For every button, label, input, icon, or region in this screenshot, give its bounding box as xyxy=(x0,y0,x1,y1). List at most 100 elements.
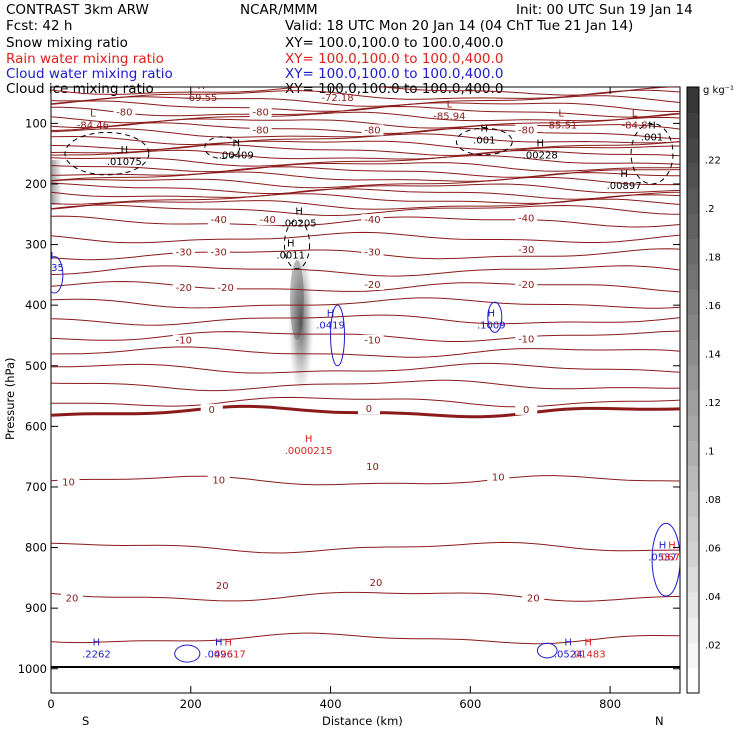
isotherm-label: -40 xyxy=(518,213,534,224)
isotherm-line xyxy=(51,346,680,358)
colorbar-frame xyxy=(686,86,700,694)
isotherm-label: 20 xyxy=(527,593,540,604)
temperature-extremum-value: -84.46 xyxy=(77,120,109,131)
y-tick-label: 100 xyxy=(25,116,47,130)
colorbar-swatch xyxy=(687,137,699,164)
isotherm-label-bg xyxy=(249,106,272,118)
cloud-water-max-value: .0496 xyxy=(204,649,233,660)
isotherm-label: -30 xyxy=(364,247,380,258)
temperature-extremum-mark: L xyxy=(90,108,96,119)
temperature-extremum-value: -72.18 xyxy=(321,93,353,104)
cloud-ice-max-value: .00205 xyxy=(282,219,317,230)
rain-max-mark: H xyxy=(668,540,676,551)
colorbar-tick-label: .2 xyxy=(705,204,715,215)
isotherm-line xyxy=(51,379,680,392)
isotherm-line xyxy=(51,111,680,124)
y-axis-label: Pressure (hPa) xyxy=(3,358,17,441)
isotherm-line xyxy=(51,149,680,160)
colorbar-tick-label: .12 xyxy=(705,398,721,409)
colorbar-swatch xyxy=(687,390,699,416)
isotherm-line xyxy=(51,198,680,210)
temperature-extremum-value: -85.94 xyxy=(433,111,465,122)
rain-max-mark: H xyxy=(584,637,592,648)
forecast-hour: Fcst: 42 h xyxy=(6,18,72,34)
rain-max-value: .0676 xyxy=(658,552,687,563)
temperature-extremum-value: -69.55 xyxy=(185,93,217,104)
cloud-water-max-value: .0537 xyxy=(648,552,677,563)
cloud-water-max-mark: H xyxy=(46,251,54,262)
rain-max-mark: H xyxy=(224,637,232,648)
cloud-water-max-value: .0419 xyxy=(316,320,345,331)
isotherm-label: -30 xyxy=(518,245,534,256)
colorbar-swatch xyxy=(687,289,699,315)
colorbar-tick-label: .08 xyxy=(705,495,721,506)
temperature-extremum-value: -85.51 xyxy=(545,120,577,131)
y-tick-label: 1000 xyxy=(18,662,47,676)
model-title: CONTRAST 3km ARW xyxy=(6,2,149,18)
isotherm-line xyxy=(51,541,680,554)
cloud-water-max-mark: H xyxy=(93,637,101,648)
isotherm-label: -10 xyxy=(518,335,534,346)
colorbar-swatch xyxy=(687,541,699,568)
isotherm-label-bg xyxy=(487,471,510,483)
colorbar-swatch xyxy=(687,314,699,340)
isotherm-label-bg xyxy=(172,282,195,294)
y-tick-label: 400 xyxy=(25,298,47,312)
colorbar-swatch xyxy=(687,213,699,239)
cloud-ice-max-value: .00897 xyxy=(607,181,642,192)
y-tick-label: 500 xyxy=(25,359,47,373)
y-tick-label: 300 xyxy=(25,238,47,252)
isotherm-line xyxy=(51,362,680,374)
isotherm-label-bg xyxy=(172,334,195,346)
cloud-ice-max-value: .01075 xyxy=(107,157,142,168)
cloud-ice-max-value: .0011 xyxy=(276,251,305,262)
isotherm-label: -80 xyxy=(252,125,268,136)
isotherm-label: 20 xyxy=(66,593,79,604)
isotherm-label-bg xyxy=(364,577,387,589)
isotherm-label-bg xyxy=(515,333,538,345)
cloud-water-max-value: .1009 xyxy=(477,320,506,331)
isotherm-line xyxy=(51,154,680,167)
end-label-north: N xyxy=(655,714,664,728)
cloud-water-max-value: .0524 xyxy=(554,649,583,660)
x-tick-label: 200 xyxy=(180,697,202,711)
isotherm-line xyxy=(51,265,680,277)
temperature-extremum-mark: H xyxy=(197,81,205,92)
colorbar-swatch xyxy=(687,592,699,618)
isotherm-label-bg xyxy=(361,334,384,346)
cloud-ice-max-value: .001 xyxy=(641,133,663,144)
colorbar-swatch xyxy=(687,364,699,391)
isotherm-line xyxy=(51,89,680,102)
isotherm-label: -30 xyxy=(176,247,192,258)
isotherm-line xyxy=(51,591,680,602)
field-xy-cloud-water: XY= 100.0,100.0 to 100.0,400.0 xyxy=(285,66,503,82)
colorbar-swatch xyxy=(687,491,699,517)
isotherm-label-bg xyxy=(515,403,538,415)
isotherm-line xyxy=(51,297,680,309)
cloud-water-contour xyxy=(330,304,346,367)
end-label-south: S xyxy=(82,714,89,728)
colorbar-tick-label: .04 xyxy=(705,592,721,603)
valid-time: Valid: 18 UTC Mon 20 Jan 14 (04 ChT Tue … xyxy=(285,18,633,34)
cloud-water-max-mark: H xyxy=(659,540,667,551)
isotherm-label: -20 xyxy=(518,280,534,291)
colorbar-swatch xyxy=(687,440,699,467)
isotherm-line xyxy=(51,171,680,182)
y-tick-label: 600 xyxy=(25,419,47,433)
cloud-water-max-mark: H xyxy=(215,637,223,648)
isotherm-label: -40 xyxy=(211,215,227,226)
field-name-snow: Snow mixing ratio xyxy=(6,35,128,51)
isotherm-label: -40 xyxy=(364,215,380,226)
colorbar-swatch xyxy=(687,238,699,265)
field-name-cloud-water: Cloud water mixing ratio xyxy=(6,66,173,82)
y-tick-label: 200 xyxy=(25,177,47,191)
snow-edge-shading xyxy=(51,160,63,205)
x-tick-label: 600 xyxy=(459,697,481,711)
isotherm-line xyxy=(51,116,680,129)
isotherm-label-bg xyxy=(361,124,384,136)
cloud-water-contour xyxy=(51,256,64,294)
isotherm-label: -80 xyxy=(364,125,380,136)
isotherm-label-bg xyxy=(60,592,83,604)
field-name-cloud-ice: Cloud ice mixing ratio xyxy=(6,81,154,97)
x-tick-label: 0 xyxy=(47,697,54,711)
